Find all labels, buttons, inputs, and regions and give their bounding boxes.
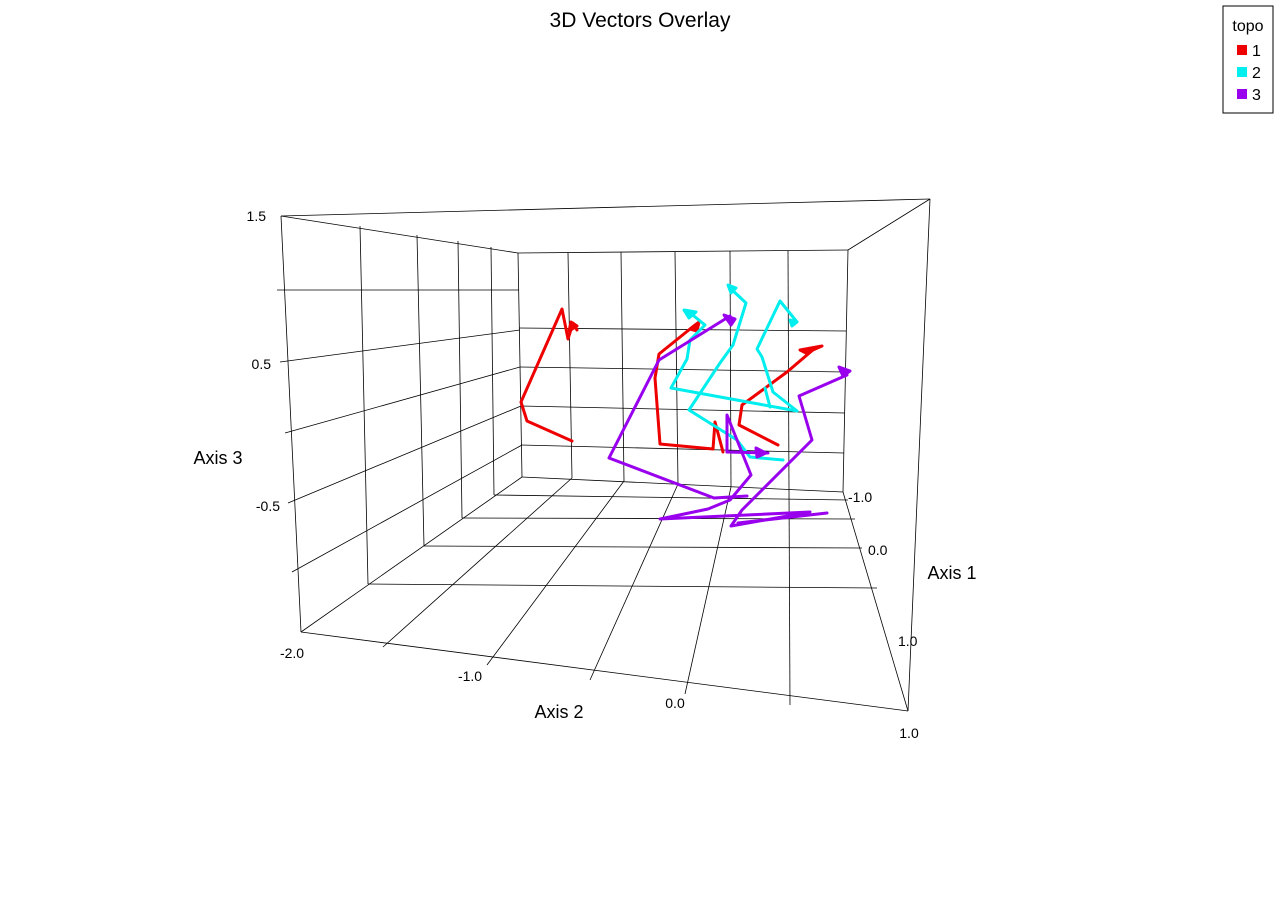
legend-swatch-2 bbox=[1237, 67, 1247, 77]
axis2-tick: 0.0 bbox=[665, 695, 685, 711]
series-3-vector bbox=[658, 373, 849, 528]
axis1-label: Axis 1 bbox=[927, 563, 976, 583]
legend-box bbox=[1222, 5, 1274, 114]
series-2-vector bbox=[682, 308, 698, 320]
legend-swatch-3 bbox=[1237, 89, 1247, 99]
series-1-vector bbox=[653, 323, 725, 454]
chart-grid bbox=[277, 198, 931, 712]
series-3-vector bbox=[722, 313, 737, 327]
series-2-vectors bbox=[669, 283, 799, 462]
axis1-tick: -1.0 bbox=[848, 489, 872, 505]
legend: topo 1 2 3 bbox=[1222, 5, 1274, 114]
series-1-vector bbox=[798, 344, 824, 355]
axis1-tick: 0.0 bbox=[868, 542, 888, 558]
series-2-vector bbox=[788, 318, 799, 328]
series-2-vector bbox=[687, 285, 785, 462]
axis2-tick: -1.0 bbox=[458, 668, 482, 684]
axis2-tick: -2.0 bbox=[280, 645, 304, 661]
axis3-tick: 1.5 bbox=[247, 208, 267, 224]
series-3-vector bbox=[736, 511, 829, 525]
chart-title: 3D Vectors Overlay bbox=[550, 9, 731, 32]
series-3-vector bbox=[837, 365, 852, 378]
series-2-vector bbox=[669, 299, 799, 413]
vector-series bbox=[519, 283, 852, 528]
series-1-vector bbox=[567, 320, 579, 333]
legend-label-2: 2 bbox=[1252, 65, 1261, 82]
axis3-label: Axis 3 bbox=[193, 448, 242, 468]
legend-title: topo bbox=[1232, 18, 1263, 35]
legend-swatch-1 bbox=[1237, 45, 1247, 55]
legend-label-3: 3 bbox=[1252, 87, 1261, 104]
series-3-vectors bbox=[607, 313, 852, 528]
axis1-tick: 1.0 bbox=[898, 633, 918, 649]
axis3-tick: -0.5 bbox=[256, 498, 280, 514]
series-2-vector bbox=[763, 386, 772, 409]
series-1-vector bbox=[688, 320, 701, 333]
legend-label-1: 1 bbox=[1252, 43, 1261, 60]
series-3-vector bbox=[607, 314, 749, 500]
axis2-label: Axis 2 bbox=[534, 702, 583, 722]
series-3-vector bbox=[754, 446, 768, 459]
axis3-tick: 0.5 bbox=[252, 356, 272, 372]
series-1-vectors bbox=[519, 307, 824, 454]
axis2-tick: 1.0 bbox=[899, 725, 919, 741]
series-2-vector bbox=[726, 283, 738, 295]
axis-ticks: 1.5 0.5 -0.5 -2.0 -1.0 0.0 1.0 -1.0 0.0 … bbox=[247, 208, 919, 741]
series-1-vector bbox=[737, 347, 816, 447]
